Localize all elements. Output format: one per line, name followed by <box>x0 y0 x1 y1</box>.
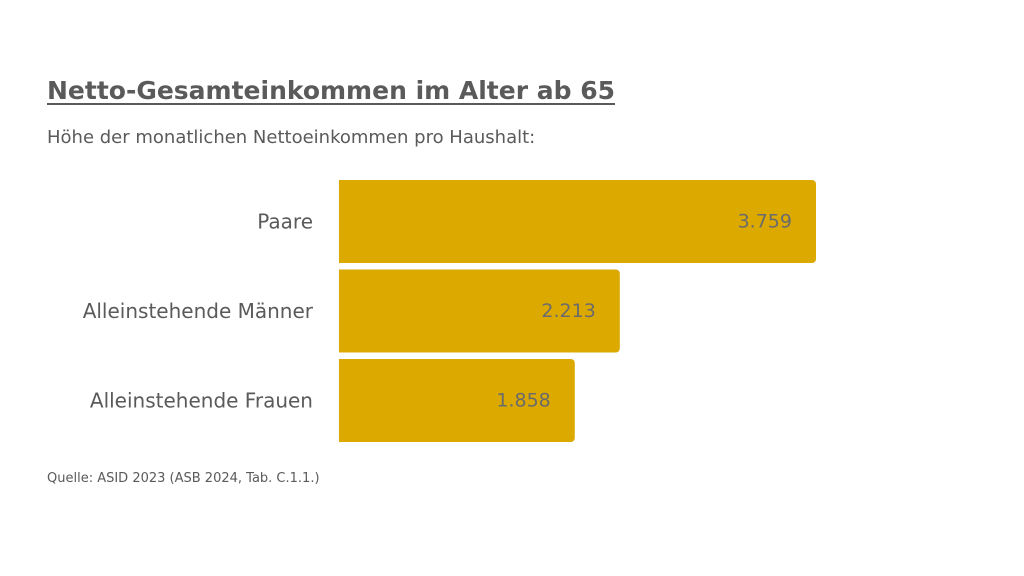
bar-0-edge <box>339 180 345 263</box>
bar-0 <box>339 180 816 263</box>
chart-subtitle: Höhe der monatlichen Nettoeinkommen pro … <box>47 127 536 148</box>
value-label-2: 1.858 <box>496 390 550 412</box>
bar-1 <box>339 269 620 353</box>
bar-2-edge <box>339 359 345 442</box>
value-label-0: 3.759 <box>738 211 792 233</box>
bar-2 <box>339 359 575 442</box>
category-label-0: Paare <box>257 210 313 234</box>
category-label-2: Alleinstehende Frauen <box>90 389 313 413</box>
value-label-1: 2.213 <box>541 300 595 322</box>
bar-1-edge <box>339 269 345 353</box>
source-note: Quelle: ASID 2023 (ASB 2024, Tab. C.1.1.… <box>47 471 320 486</box>
category-label-1: Alleinstehende Männer <box>83 299 314 323</box>
chart-title: Netto-Gesamteinkommen im Alter ab 65 <box>47 76 616 105</box>
